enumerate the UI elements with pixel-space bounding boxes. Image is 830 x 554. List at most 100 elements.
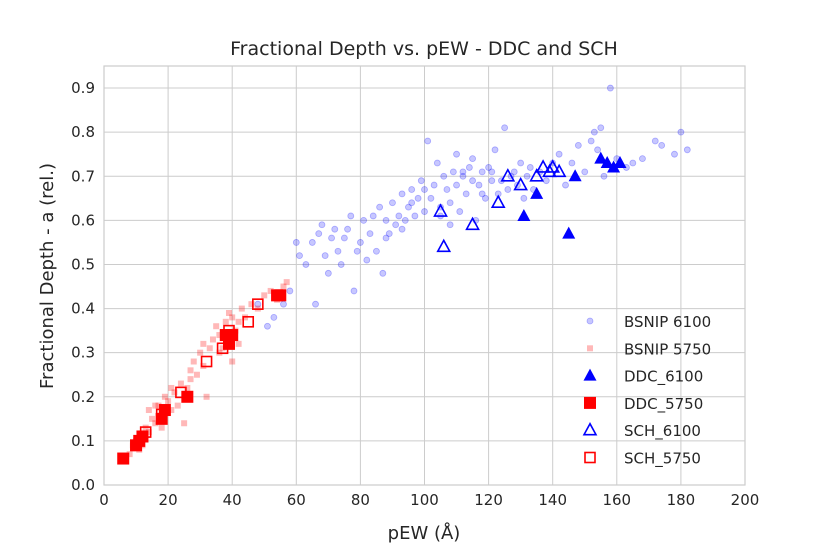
data-point (417, 177, 425, 185)
data-point (517, 208, 531, 221)
data-point (568, 159, 576, 167)
data-point (488, 177, 496, 185)
chart-title: Fractional Depth vs. pEW - DDC and SCH (230, 38, 618, 60)
data-point (321, 252, 329, 260)
data-point (456, 208, 464, 215)
data-point (350, 287, 358, 295)
x-tick-label: 80 (351, 491, 370, 509)
data-point (427, 194, 435, 202)
data-point (187, 367, 194, 374)
data-point (149, 415, 156, 422)
data-point (252, 298, 264, 310)
legend-label: SCH_5750 (624, 450, 701, 469)
data-point (312, 300, 319, 308)
data-point (385, 230, 393, 238)
data-point (235, 318, 242, 325)
data-point (523, 172, 531, 180)
data-point (324, 269, 332, 277)
data-point (597, 124, 605, 132)
data-point (443, 186, 451, 193)
data-point (340, 234, 348, 242)
data-point (475, 181, 483, 189)
data-point (216, 342, 229, 355)
y-tick-label: 0.1 (71, 432, 95, 450)
legend-marker (586, 317, 594, 325)
data-point (292, 239, 300, 246)
legend: BSNIP 6100 BSNIP 5750 DDC_6100 DDC_5750 SCH_… (582, 313, 711, 469)
data-point (347, 212, 355, 220)
data-point (376, 203, 384, 211)
data-point (216, 332, 223, 339)
data-point (328, 234, 335, 242)
data-point (315, 230, 323, 238)
data-point (459, 168, 467, 176)
data-point (254, 300, 262, 308)
data-point (360, 216, 368, 224)
data-point (465, 216, 480, 231)
data-point (436, 238, 452, 253)
legend-label: BSNIP 5750 (624, 340, 711, 358)
series-sch-5750 (130, 298, 264, 452)
data-point (594, 146, 601, 154)
data-point (206, 345, 213, 352)
data-point (219, 345, 226, 352)
data-point (433, 203, 448, 217)
data-point (485, 164, 493, 171)
data-point (658, 141, 666, 149)
data-point (562, 226, 576, 239)
data-point (453, 181, 460, 189)
y-tick-label: 0.7 (71, 167, 95, 185)
data-point (238, 305, 245, 312)
y-tick-label: 0.3 (71, 344, 95, 362)
data-point (261, 292, 268, 299)
data-point (158, 424, 165, 431)
legend-label: DDC_5750 (624, 395, 703, 414)
data-point (513, 176, 528, 191)
data-point (613, 156, 627, 169)
y-tick-label: 0.4 (71, 300, 95, 318)
legend-marker (583, 368, 597, 381)
data-point (629, 159, 637, 167)
x-tick-label: 60 (287, 491, 306, 509)
data-point (590, 128, 598, 136)
data-point (222, 318, 229, 325)
data-point (651, 137, 659, 145)
data-point (587, 137, 595, 145)
data-point (469, 177, 476, 185)
data-point (193, 371, 200, 378)
data-point (408, 186, 416, 193)
data-point (446, 199, 454, 207)
data-point (286, 287, 294, 295)
data-point (235, 340, 242, 347)
data-point (225, 309, 232, 316)
data-point (209, 336, 216, 343)
data-point (462, 190, 470, 198)
data-point (501, 124, 509, 132)
data-point (168, 407, 175, 414)
data-point (449, 168, 457, 176)
data-point (296, 252, 303, 260)
data-point (126, 451, 133, 458)
data-point (433, 159, 441, 167)
data-point (551, 163, 567, 178)
data-point (453, 150, 460, 158)
data-point (168, 384, 175, 391)
data-point (542, 177, 550, 185)
data-point (175, 386, 187, 399)
legend-marker (587, 345, 593, 352)
legend-label: SCH_6100 (624, 422, 701, 441)
data-point (229, 314, 236, 321)
data-point (395, 212, 403, 220)
data-point (334, 247, 342, 255)
data-point (117, 452, 130, 465)
data-point (165, 398, 172, 405)
data-point (190, 358, 197, 365)
data-point (424, 137, 432, 145)
data-point (203, 393, 210, 400)
series-sch-6100 (433, 159, 567, 253)
data-point (639, 155, 646, 163)
data-point (145, 407, 152, 414)
data-point (535, 159, 551, 173)
x-tick-label: 120 (474, 491, 503, 509)
legend-label: BSNIP 6100 (624, 313, 711, 331)
